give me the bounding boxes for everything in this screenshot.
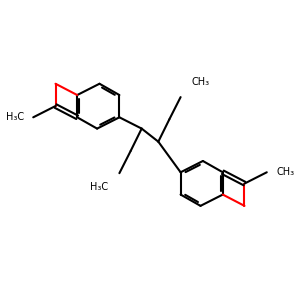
Text: CH₃: CH₃ bbox=[192, 77, 210, 87]
Text: H₃C: H₃C bbox=[90, 182, 108, 192]
Text: CH₃: CH₃ bbox=[276, 167, 294, 177]
Text: H₃C: H₃C bbox=[6, 112, 24, 122]
